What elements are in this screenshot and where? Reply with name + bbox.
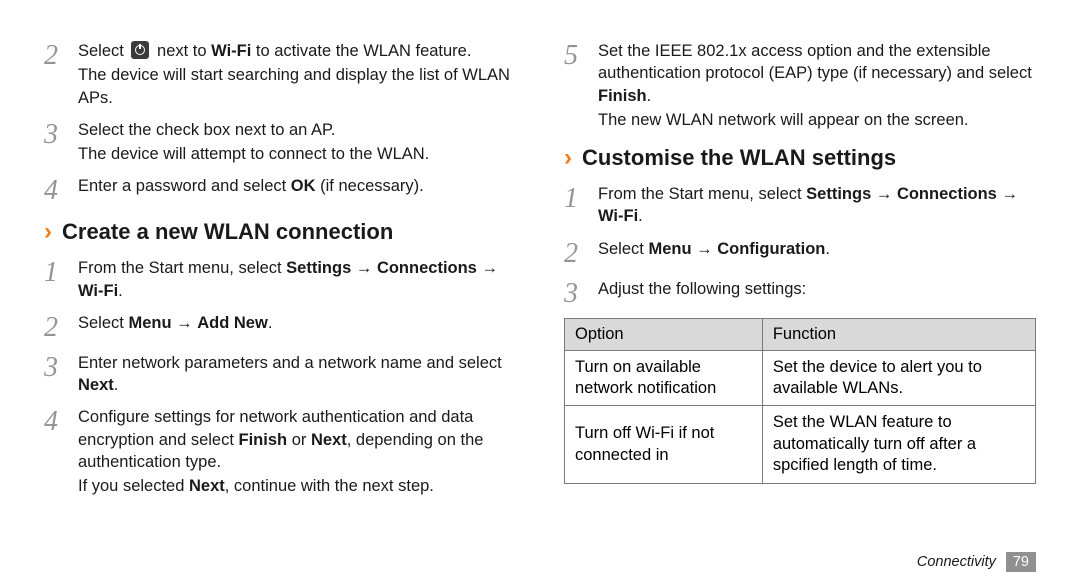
- step-text: Set the IEEE 802.1x access option and th…: [598, 40, 1036, 131]
- table-header: Function: [762, 318, 1035, 350]
- step-text: Enter network parameters and a network n…: [78, 352, 516, 397]
- power-icon: [131, 41, 149, 59]
- step-text: From the Start menu, select Settings → C…: [598, 183, 1036, 228]
- section-title: Create a new WLAN connection: [62, 219, 393, 245]
- step-text: Select Menu → Configuration.: [598, 238, 1036, 260]
- step: 4Configure settings for network authenti…: [44, 406, 516, 497]
- step-number: 2: [44, 40, 78, 70]
- step-text: Select next to Wi-Fi to activate the WLA…: [78, 40, 516, 109]
- step-number: 1: [44, 257, 78, 287]
- table-cell: Set the device to alert you to available…: [762, 350, 1035, 406]
- section-heading: › Create a new WLAN connection: [44, 219, 516, 245]
- step-text: Enter a password and select OK (if neces…: [78, 175, 516, 197]
- chevron-icon: ›: [44, 220, 52, 244]
- step: 3Adjust the following settings:: [564, 278, 1036, 308]
- step-number: 1: [564, 183, 598, 213]
- table-cell: Set the WLAN feature to automatically tu…: [762, 406, 1035, 483]
- step-text: Select the check box next to an AP.The d…: [78, 119, 516, 166]
- step: 3Enter network parameters and a network …: [44, 352, 516, 397]
- left-column: 2Select next to Wi-Fi to activate the WL…: [44, 40, 516, 540]
- section-title: Customise the WLAN settings: [582, 145, 896, 171]
- step-text: From the Start menu, select Settings → C…: [78, 257, 516, 302]
- right-column: 5Set the IEEE 802.1x access option and t…: [564, 40, 1036, 540]
- steps-group-a: 5Set the IEEE 802.1x access option and t…: [564, 40, 1036, 131]
- step: 5Set the IEEE 802.1x access option and t…: [564, 40, 1036, 131]
- table-cell: Turn on available network notification: [565, 350, 763, 406]
- page-number: 79: [1006, 552, 1036, 572]
- step-number: 4: [44, 406, 78, 436]
- page-footer: Connectivity 79: [917, 552, 1036, 572]
- step: 3Select the check box next to an AP.The …: [44, 119, 516, 166]
- step-text: Adjust the following settings:: [598, 278, 1036, 300]
- step: 1From the Start menu, select Settings → …: [564, 183, 1036, 228]
- footer-section: Connectivity: [917, 554, 996, 570]
- step-number: 5: [564, 40, 598, 70]
- step-number: 2: [564, 238, 598, 268]
- steps-group-a: 2Select next to Wi-Fi to activate the WL…: [44, 40, 516, 205]
- step: 4Enter a password and select OK (if nece…: [44, 175, 516, 205]
- step-number: 2: [44, 312, 78, 342]
- step-result: The device will start searching and disp…: [78, 64, 516, 109]
- steps-group-b: 1From the Start menu, select Settings → …: [564, 183, 1036, 308]
- options-table: Option Function Turn on available networ…: [564, 318, 1036, 484]
- step-number: 3: [564, 278, 598, 308]
- step: 2Select next to Wi-Fi to activate the WL…: [44, 40, 516, 109]
- step-number: 3: [44, 352, 78, 382]
- step-result: If you selected Next, continue with the …: [78, 475, 516, 497]
- step: 1From the Start menu, select Settings → …: [44, 257, 516, 302]
- table-body: Turn on available network notificationSe…: [565, 350, 1036, 483]
- step-result: The new WLAN network will appear on the …: [598, 109, 1036, 131]
- step-number: 4: [44, 175, 78, 205]
- chevron-icon: ›: [564, 146, 572, 170]
- steps-group-b: 1From the Start menu, select Settings → …: [44, 257, 516, 497]
- table-row: Turn on available network notificationSe…: [565, 350, 1036, 406]
- step-number: 3: [44, 119, 78, 149]
- step-result: The device will attempt to connect to th…: [78, 143, 516, 165]
- section-heading: › Customise the WLAN settings: [564, 145, 1036, 171]
- table-row: Turn off Wi-Fi if not connected inSet th…: [565, 406, 1036, 483]
- table-header: Option: [565, 318, 763, 350]
- step-text: Select Menu → Add New.: [78, 312, 516, 334]
- page: 2Select next to Wi-Fi to activate the WL…: [0, 0, 1080, 540]
- step: 2Select Menu → Configuration.: [564, 238, 1036, 268]
- step: 2Select Menu → Add New.: [44, 312, 516, 342]
- table-cell: Turn off Wi-Fi if not connected in: [565, 406, 763, 483]
- step-text: Configure settings for network authentic…: [78, 406, 516, 497]
